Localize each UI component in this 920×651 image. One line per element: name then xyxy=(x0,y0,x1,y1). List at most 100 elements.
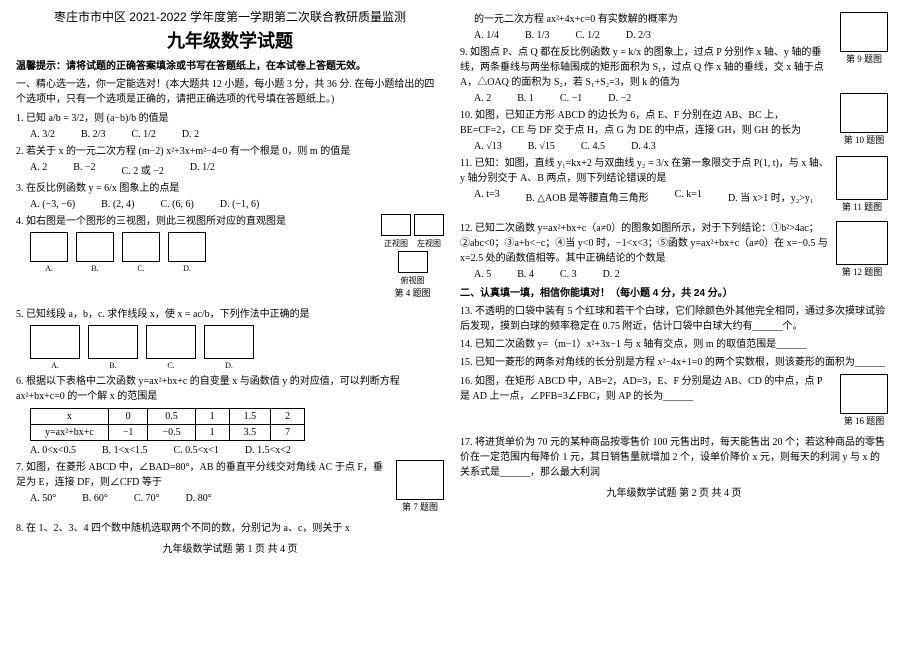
q9-c: C. −1 xyxy=(560,93,582,104)
q4-b: B. xyxy=(91,264,98,273)
q4-a: A. xyxy=(45,264,53,273)
q3-d: D. (−1, 6) xyxy=(220,199,260,210)
q9-d: D. −2 xyxy=(608,93,631,104)
q8b: 第 9 题图 的一元二次方程 ax²+4x+c=0 有实数解的概率为 A. 1/… xyxy=(460,12,888,41)
tip: 温馨提示：请将试题的正确答案填涂或书写在答题纸上，在本试卷上答题无效。 xyxy=(16,59,444,74)
section-b: 二、认真填一填，相信你能填对！（每小题 4 分，共 24 分。） xyxy=(460,286,888,301)
q11-caption: 第 11 题图 xyxy=(836,200,888,213)
q8-stem: 8. 在 1、2、3、4 四个数中随机选取两个不同的数，分别记为 a、c，则关于… xyxy=(16,521,444,536)
q6-th-2: 0.5 xyxy=(148,409,195,425)
q9-a: A. 2 xyxy=(474,93,491,104)
q6-b: B. 1<x<1.5 xyxy=(102,445,147,456)
q4-d: D. xyxy=(183,264,191,273)
q10-d: D. 4.3 xyxy=(631,141,656,152)
q15: 15. 已知一菱形的两条对角线的长分别是方程 x²−4x+1=0 的两个实数根，… xyxy=(460,355,888,370)
q2-b: B. −2 xyxy=(73,162,95,177)
q7-caption: 第 7 题图 xyxy=(396,500,444,513)
q6-a: A. 0<x<0.5 xyxy=(30,445,76,456)
q12-stem: 12. 已知二次函数 y=ax²+bx+c（a≠0）的图象如图所示，对于下列结论… xyxy=(460,221,888,266)
q4-view-front: 正视图 xyxy=(384,238,408,249)
q12: 第 12 题图 12. 已知二次函数 y=ax²+bx+c（a≠0）的图象如图所… xyxy=(460,221,888,282)
q12-c: C. 3 xyxy=(560,269,577,280)
q11-figure: 第 11 题图 xyxy=(836,156,888,213)
q5: 5. 已知线段 a，b，c. 求作线段 x，使 x = ac/b，下列作法中正确… xyxy=(16,307,444,370)
q4-view-top: 俯视图 xyxy=(401,275,425,286)
exam-header-line1: 枣庄市市中区 2021-2022 学年度第一学期第二次联合教研质量监测 xyxy=(16,8,444,25)
q3-b: B. (2, 4) xyxy=(101,199,134,210)
q1-a: A. 3/2 xyxy=(30,129,55,140)
q3: 3. 在反比例函数 y = 6/x 图象上的点是 A. (−3, −6) B. … xyxy=(16,181,444,210)
q10-caption: 第 10 题图 xyxy=(840,133,888,146)
q16: 第 16 题图 16. 如图，在矩形 ABCD 中，AB=2，AD=3，E、F … xyxy=(460,374,888,431)
q13: 13. 不透明的口袋中装有 5 个红球和若干个白球，它们除颜色外其他完全相同，通… xyxy=(460,304,888,334)
exam-title: 九年级数学试题 xyxy=(16,27,444,53)
q11-d: D. 当 x>1 时，y₂>y₁ xyxy=(728,189,813,204)
q7-c: C. 70° xyxy=(134,493,160,504)
q16-stem: 16. 如图，在矩形 ABCD 中，AB=2，AD=3，E、F 分别是边 AB、… xyxy=(460,374,888,404)
q9-stem: 9. 如图点 P、点 Q 都在反比例函数 y = k/x 的图象上，过点 P 分… xyxy=(460,45,888,90)
q10-b: B. √15 xyxy=(528,141,555,152)
q3-c: C. (6, 6) xyxy=(161,199,194,210)
q6-r0c5: 7 xyxy=(271,425,305,441)
q6-d: D. 1.5<x<2 xyxy=(245,445,291,456)
q12-d: D. 2 xyxy=(603,269,620,280)
q4: 正视图 左视图 俯视图 第 4 题图 4. 如右图是一个图形的三视图，则此三视图… xyxy=(16,214,444,303)
q7-stem: 7. 如图，在菱形 ABCD 中，∠BAD=80°，AB 的垂直平分线交对角线 … xyxy=(16,460,444,490)
q14: 14. 已知二次函数 y=（m−1）x²+3x−1 与 x 轴有交点，则 m 的… xyxy=(460,337,888,352)
q2-c: C. 2 或 −2 xyxy=(122,162,164,177)
q8b-a: A. 1/4 xyxy=(474,30,499,41)
q9-caption: 第 9 题图 xyxy=(840,52,888,65)
q11-a: A. t=3 xyxy=(474,189,500,204)
q1-c: C. 1/2 xyxy=(131,129,155,140)
q1-stem: 1. 已知 a/b = 3/2，则 (a−b)/b 的值是 xyxy=(16,111,444,126)
q2: 2. 若关于 x 的一元二次方程 (m−2) x²+3x+m²−4=0 有一个根… xyxy=(16,144,444,177)
q16-caption: 第 16 题图 xyxy=(840,414,888,427)
q1-b: B. 2/3 xyxy=(81,129,105,140)
q5-c: C. xyxy=(167,361,174,370)
page-2: 第 9 题图 的一元二次方程 ax²+4x+c=0 有实数解的概率为 A. 1/… xyxy=(452,8,896,627)
q11-b: B. △AOB 是等腰直角三角形 xyxy=(526,189,649,204)
q6-stem: 6. 根据以下表格中二次函数 y=ax²+bx+c 的自变量 x 与函数值 y … xyxy=(16,374,444,404)
q6-r0c1: −1 xyxy=(108,425,148,441)
q5-stem: 5. 已知线段 a，b，c. 求作线段 x，使 x = ac/b，下列作法中正确… xyxy=(16,307,444,322)
q11-c: C. k=1 xyxy=(675,189,702,204)
q7-d: D. 80° xyxy=(186,493,212,504)
q2-stem: 2. 若关于 x 的一元二次方程 (m−2) x²+3x+m²−4=0 有一个根… xyxy=(16,144,444,159)
q9-figure: 第 9 题图 xyxy=(840,12,888,65)
q10-c: C. 4.5 xyxy=(581,141,605,152)
q12-figure: 第 12 题图 xyxy=(836,221,888,278)
q6-table: x 0 0.5 1 1.5 2 y=ax²+bx+c −1 −0.5 1 3.5… xyxy=(30,408,305,441)
q5-a: A. xyxy=(51,361,59,370)
q6-r0c0: y=ax²+bx+c xyxy=(31,425,109,441)
q9-b: B. 1 xyxy=(517,93,534,104)
footer-right: 九年级数学试题 第 2 页 共 4 页 xyxy=(460,484,888,499)
q4-caption: 第 4 题图 xyxy=(381,286,444,299)
q5-b: B. xyxy=(109,361,116,370)
q2-d: D. 1/2 xyxy=(190,162,215,177)
q12-a: A. 5 xyxy=(474,269,491,280)
q3-stem: 3. 在反比例函数 y = 6/x 图象上的点是 xyxy=(16,181,444,196)
q11-stem: 11. 已知：如图，直线 y₁=kx+2 与双曲线 y₂ = 3/x 在第一象限… xyxy=(460,156,888,186)
q8b-b: B. 1/3 xyxy=(525,30,549,41)
q8b-stem: 的一元二次方程 ax²+4x+c=0 有实数解的概率为 xyxy=(474,12,888,27)
q4-view-left: 左视图 xyxy=(417,238,441,249)
q4-c: C. xyxy=(137,264,144,273)
q6-r0c3: 1 xyxy=(195,425,229,441)
q6-th-4: 1.5 xyxy=(229,409,271,425)
q12-caption: 第 12 题图 xyxy=(836,265,888,278)
q12-b: B. 4 xyxy=(517,269,534,280)
q7-a: A. 50° xyxy=(30,493,56,504)
q11: 第 11 题图 11. 已知：如图，直线 y₁=kx+2 与双曲线 y₂ = 3… xyxy=(460,156,888,217)
q4-figure: 正视图 左视图 俯视图 第 4 题图 xyxy=(381,214,444,299)
page-1: 枣庄市市中区 2021-2022 学年度第一学期第二次联合教研质量监测 九年级数… xyxy=(8,8,452,627)
q6-c: C. 0.5<x<1 xyxy=(173,445,218,456)
q3-a: A. (−3, −6) xyxy=(30,199,75,210)
q6-r0c4: 3.5 xyxy=(229,425,271,441)
q6-r0c2: −0.5 xyxy=(148,425,195,441)
q10-a: A. √13 xyxy=(474,141,502,152)
q8b-d: D. 2/3 xyxy=(626,30,651,41)
q8b-c: C. 1/2 xyxy=(575,30,599,41)
q16-figure: 第 16 题图 xyxy=(840,374,888,427)
q10: 10. 如图，已知正方形 ABCD 的边长为 6，点 E、F 分别在边 AB、B… xyxy=(460,108,888,152)
q5-d: D. xyxy=(225,361,233,370)
